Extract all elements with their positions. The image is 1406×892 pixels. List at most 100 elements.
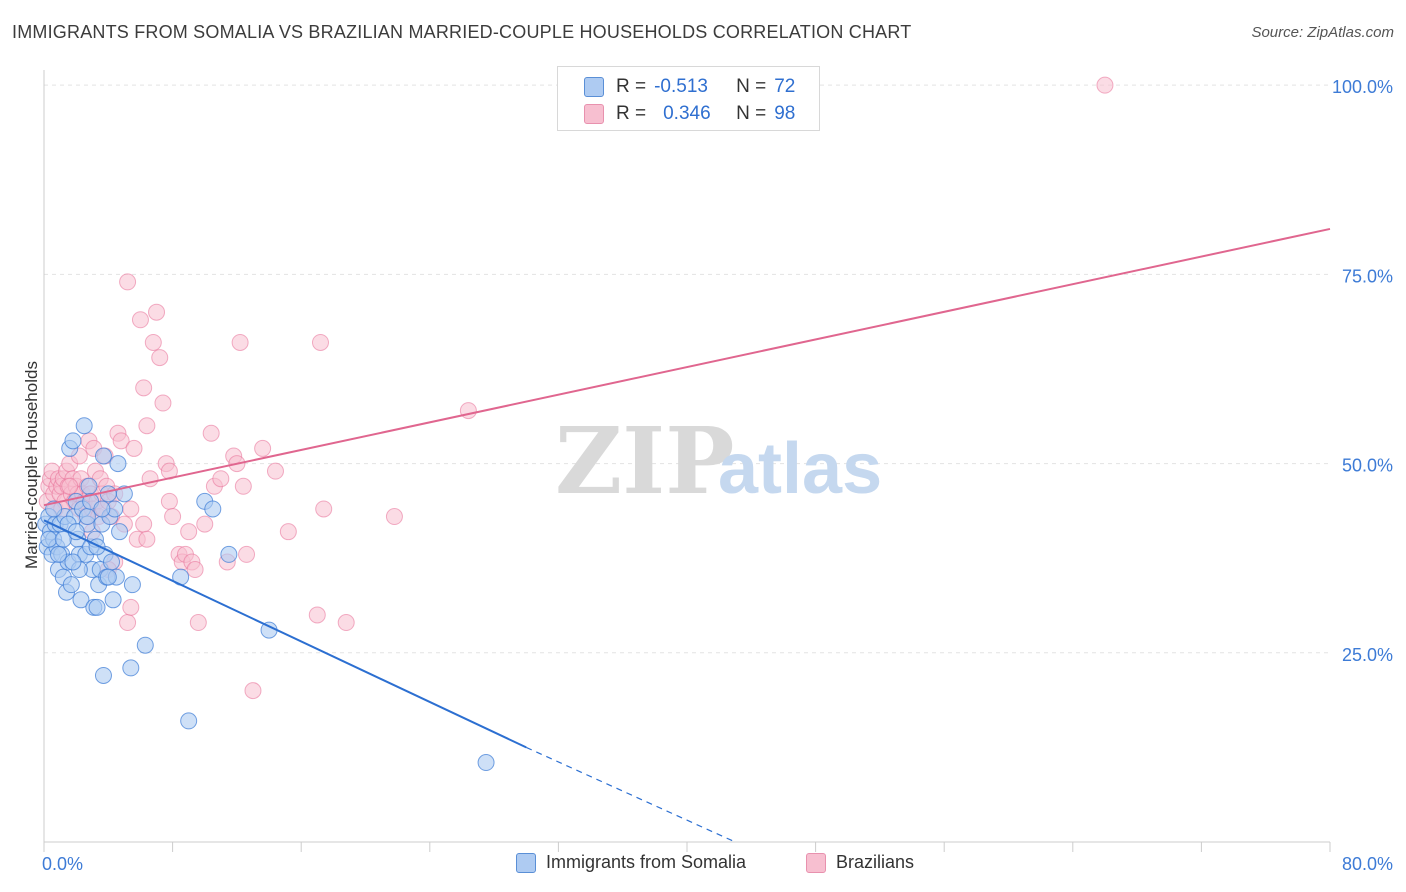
legend-item-brazilians: Brazilians	[806, 852, 914, 873]
brazil-point-65	[189, 614, 207, 632]
tick-labels: 25.0% 50.0% 75.0% 100.0% 0.0% 80.0%	[42, 77, 1393, 874]
brazil-point-66	[196, 515, 214, 533]
somalia-point-39	[99, 485, 117, 503]
x-tick-label-max: 80.0%	[1342, 854, 1393, 874]
brazil-point-77	[254, 439, 272, 457]
watermark-zip: ZIP	[555, 407, 734, 515]
somalia-swatch	[516, 852, 536, 873]
somalia-point-41	[103, 553, 121, 571]
brazil-point-44	[119, 273, 137, 291]
somalia-trend-line	[43, 519, 527, 749]
brazil-point-62	[180, 523, 198, 541]
somalia-points	[37, 417, 495, 772]
somalia-point-45	[109, 455, 127, 473]
somalia-point-22	[72, 591, 90, 609]
chart-title: IMMIGRANTS FROM SOMALIA VS BRAZILIAN MAR…	[12, 22, 912, 42]
somalia-point-65	[54, 530, 72, 548]
brazil-point-45	[122, 500, 140, 518]
legend-n-value: 98	[774, 103, 796, 124]
brazil-point-57	[160, 492, 178, 510]
somalia-point-53	[204, 500, 222, 518]
somalia-point-56	[122, 659, 140, 677]
legend-r-label: R =	[616, 76, 647, 97]
brazil-swatch	[584, 104, 604, 124]
legend-r-label: R =	[616, 103, 647, 124]
somalia-point-47	[115, 485, 133, 503]
somalia-point-17	[64, 432, 82, 450]
somalia-point-51	[180, 712, 198, 730]
brazil-point-46	[125, 439, 143, 457]
brazil-swatch	[806, 852, 826, 873]
brazil-point-84	[385, 508, 403, 526]
correlation-legend: R = -0.513 N = 72 R = 0.346 N = 98	[557, 66, 820, 131]
brazil-point-88	[122, 598, 140, 616]
somalia-point-61	[40, 530, 58, 548]
legend-item-somalia: Immigrants from Somalia	[516, 852, 746, 873]
somalia-point-48	[123, 576, 141, 594]
legend-label-brazilians: Brazilians	[836, 852, 915, 872]
somalia-point-49	[136, 636, 154, 654]
somalia-point-64	[99, 568, 117, 586]
legend-row-brazil: R = 0.346 N = 98	[584, 102, 795, 126]
brazil-point-96	[138, 530, 156, 548]
brazil-point-52	[144, 333, 162, 351]
series-legend: Immigrants from Somalia Brazilians	[0, 852, 1406, 878]
legend-row-somalia: R = -0.513 N = 72	[584, 75, 795, 99]
brazil-point-75	[238, 545, 256, 563]
brazil-point-87	[119, 614, 137, 632]
somalia-point-68	[93, 500, 111, 518]
axes	[43, 70, 1331, 852]
y-tick-label-3: 100.0%	[1332, 77, 1393, 97]
source-label: Source: ZipAtlas.com	[1251, 24, 1394, 41]
y-tick-label-1: 50.0%	[1342, 456, 1393, 476]
brazil-trend-line	[43, 227, 1331, 507]
x-tick-label-min: 0.0%	[42, 854, 83, 874]
brazil-point-81	[311, 333, 329, 351]
legend-n-label: N =	[736, 76, 767, 97]
brazil-point-53	[148, 303, 166, 321]
brazil-point-74	[234, 477, 252, 495]
brazil-point-82	[315, 500, 333, 518]
y-tick-label-0: 25.0%	[1342, 645, 1393, 665]
somalia-point-36	[94, 447, 112, 465]
somalia-point-46	[111, 523, 129, 541]
brazil-point-73	[231, 333, 249, 351]
somalia-point-69	[64, 553, 82, 571]
y-tick-label-2: 75.0%	[1342, 266, 1393, 286]
brazil-point-64	[186, 561, 204, 579]
brazil-point-69	[212, 470, 230, 488]
brazil-point-78	[266, 462, 284, 480]
somalia-point-32	[88, 598, 106, 616]
legend-r-value: 0.346	[663, 103, 711, 124]
somalia-point-62	[78, 508, 96, 526]
brazil-point-79	[279, 523, 297, 541]
legend-n-label: N =	[736, 103, 767, 124]
brazil-point-89	[135, 515, 153, 533]
somalia-point-16	[62, 576, 80, 594]
somalia-point-24	[75, 417, 93, 435]
brazil-point-76	[244, 682, 262, 700]
somalia-point-42	[104, 591, 122, 609]
brazil-point-54	[151, 349, 169, 367]
legend-r-value: -0.513	[654, 76, 708, 97]
somalia-point-60	[49, 545, 67, 563]
somalia-point-27	[80, 477, 98, 495]
somalia-trend-extension	[526, 746, 736, 843]
brazil-point-48	[131, 311, 149, 329]
brazil-point-49	[135, 379, 153, 397]
legend-n-value: 72	[774, 76, 796, 97]
grid-lines	[44, 84, 1330, 654]
somalia-point-57	[94, 666, 112, 684]
watermark-atlas: atlas	[718, 429, 882, 509]
somalia-point-63	[88, 538, 106, 556]
brazil-point-80	[308, 606, 326, 624]
brazil-point-50	[138, 417, 156, 435]
legend-label-somalia: Immigrants from Somalia	[546, 852, 747, 872]
brazil-point-58	[164, 508, 182, 526]
brazil-point-83	[337, 614, 355, 632]
watermark: ZIP atlas	[555, 407, 882, 515]
brazil-point-97	[1096, 76, 1114, 94]
brazil-point-94	[61, 477, 79, 495]
brazil-point-67	[202, 424, 220, 442]
